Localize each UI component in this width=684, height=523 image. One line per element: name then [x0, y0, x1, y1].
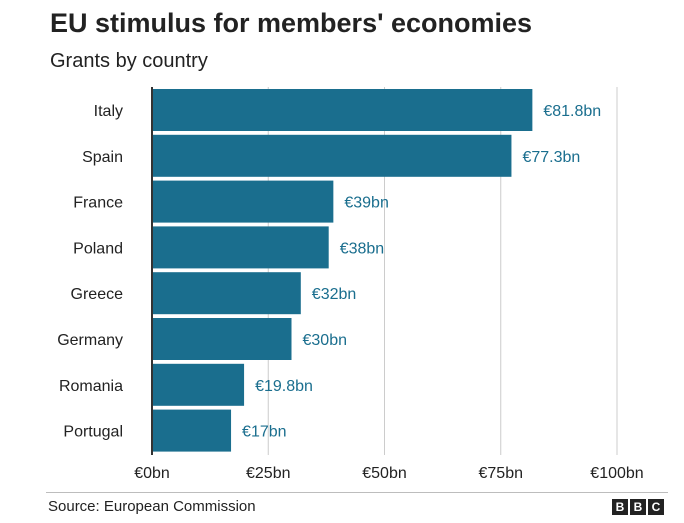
category-label: Italy: [94, 103, 123, 120]
bar: [152, 226, 329, 269]
logo-letter: B: [630, 499, 646, 515]
value-label: €32bn: [312, 286, 357, 303]
x-tick-label: €0bn: [134, 465, 170, 482]
logo-letter: C: [648, 499, 664, 515]
x-tick-label: €100bn: [590, 465, 643, 482]
bar: [152, 134, 512, 177]
category-label: Portugal: [63, 424, 123, 441]
bar: [152, 318, 292, 360]
bar: [152, 89, 533, 131]
category-label: Germany: [57, 332, 123, 349]
bar: [152, 180, 334, 223]
bar: [152, 363, 245, 406]
value-label: €81.8bn: [543, 103, 601, 120]
x-tick-label: €75bn: [479, 465, 524, 482]
category-label: Spain: [82, 149, 123, 166]
value-label: €38bn: [340, 240, 385, 257]
logo-letter: B: [612, 499, 628, 515]
chart-title: EU stimulus for members' economies: [50, 8, 533, 38]
category-label: Greece: [71, 286, 124, 303]
value-label: €19.8bn: [255, 378, 313, 395]
x-tick-label: €50bn: [362, 465, 407, 482]
bbc-logo: B B C: [612, 499, 664, 515]
bar: [152, 409, 232, 452]
chart-subtitle: Grants by country: [50, 50, 208, 72]
source-note: Source: European Commission: [48, 498, 256, 515]
footer-divider: [46, 492, 668, 493]
category-label: France: [73, 195, 123, 212]
value-label: €77.3bn: [522, 149, 580, 166]
value-label: €30bn: [303, 332, 348, 349]
category-label: Romania: [59, 378, 123, 395]
value-label: €17bn: [242, 424, 286, 441]
value-label: €39bn: [344, 195, 389, 212]
x-tick-label: €25bn: [246, 465, 291, 482]
bar: [152, 272, 301, 315]
category-label: Poland: [73, 240, 123, 257]
bar-chart: €0bn €25bn €50bn €75bn €100bn Italy €81.8bn Spa…: [57, 87, 644, 482]
